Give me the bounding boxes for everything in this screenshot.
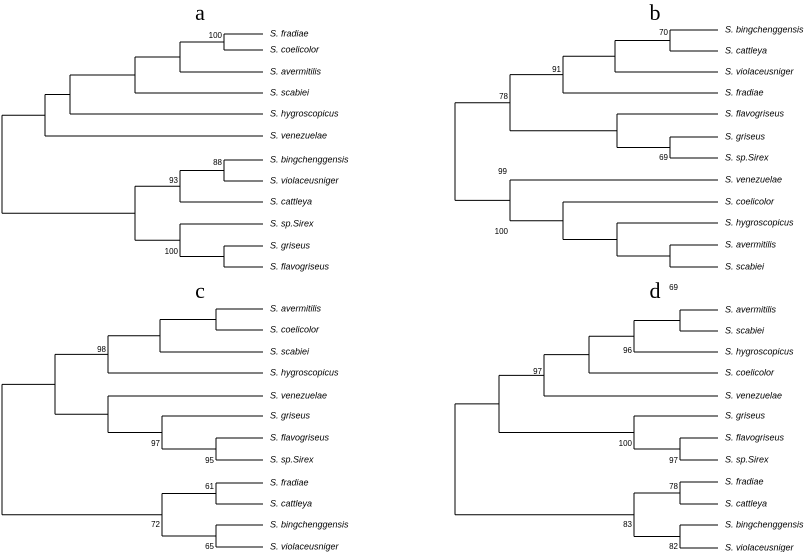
bootstrap-value: 100 <box>165 247 179 256</box>
leaf-label: S. hygroscopicus <box>270 367 339 377</box>
bootstrap-value: 99 <box>498 167 507 176</box>
panel-label: c <box>195 278 205 303</box>
leaf-label: S. avermitilis <box>270 303 322 313</box>
leaf-label: S. hygroscopicus <box>725 217 794 227</box>
leaf-label: S. avermitilis <box>725 239 777 249</box>
bootstrap-value: 100 <box>209 31 223 40</box>
leaf-label: S. sp.Sirex <box>270 454 314 464</box>
panel-label: a <box>195 0 205 25</box>
bootstrap-value: 69 <box>669 283 678 292</box>
leaf-label: S. bingchenggensis <box>270 519 349 529</box>
leaf-label: S. sp.Sirex <box>270 218 314 228</box>
leaf-label: S. coelicolor <box>725 367 775 377</box>
bootstrap-value: 100 <box>619 439 633 448</box>
leaf-label: S. coelicolor <box>270 324 320 334</box>
bootstrap-value: 82 <box>669 542 678 551</box>
leaf-label: S. griseus <box>270 240 311 250</box>
leaf-label: S. cattleya <box>725 45 767 55</box>
leaf-label: S. violaceusniger <box>270 541 340 551</box>
leaf-label: S. venezuelae <box>725 174 782 184</box>
leaf-label: S. fradiae <box>270 28 309 38</box>
leaf-label: S. cattleya <box>725 498 767 508</box>
leaf-label: S. flavogriseus <box>725 108 785 118</box>
leaf-label: S. scabiei <box>725 325 765 335</box>
bootstrap-value: 91 <box>552 65 561 74</box>
leaf-label: S. flavogriseus <box>270 261 330 271</box>
leaf-label: S. venezuelae <box>270 390 327 400</box>
bootstrap-value: 98 <box>97 345 106 354</box>
leaf-label: S. violaceusniger <box>725 542 795 552</box>
leaf-label: S. bingchenggensis <box>725 24 804 34</box>
panel-label: b <box>650 0 661 25</box>
leaf-label: S. venezuelae <box>270 130 327 140</box>
bootstrap-value: 100 <box>495 227 509 236</box>
leaf-label: S. hygroscopicus <box>270 108 339 118</box>
leaf-label: S. cattleya <box>270 498 312 508</box>
bootstrap-value: 69 <box>659 153 668 162</box>
leaf-label: S. bingchenggensis <box>725 519 804 529</box>
leaf-label: S. avermitilis <box>725 304 777 314</box>
leaf-label: S. griseus <box>725 131 766 141</box>
bootstrap-value: 78 <box>669 482 678 491</box>
panel-label: d <box>650 278 661 303</box>
leaf-label: S. venezuelae <box>725 390 782 400</box>
bootstrap-value: 97 <box>151 439 160 448</box>
bootstrap-value: 65 <box>205 542 214 551</box>
leaf-label: S. bingchenggensis <box>270 154 349 164</box>
bootstrap-value: 96 <box>623 346 632 355</box>
leaf-label: S. scabiei <box>270 346 310 356</box>
leaf-label: S. cattleya <box>270 196 312 206</box>
bootstrap-value: 70 <box>659 28 668 37</box>
leaf-label: S. flavogriseus <box>725 432 785 442</box>
bootstrap-value: 95 <box>205 456 214 465</box>
leaf-label: S. hygroscopicus <box>725 346 794 356</box>
leaf-label: S. fradiae <box>725 476 764 486</box>
leaf-label: S. avermitilis <box>270 66 322 76</box>
leaf-label: S. flavogriseus <box>270 432 330 442</box>
bootstrap-value: 97 <box>669 456 678 465</box>
leaf-label: S. sp.Sirex <box>725 454 769 464</box>
leaf-label: S. sp.Sirex <box>725 152 769 162</box>
leaf-label: S. coelicolor <box>270 44 320 54</box>
leaf-label: S. griseus <box>725 410 766 420</box>
bootstrap-value: 83 <box>623 520 632 529</box>
leaf-label: S. fradiae <box>725 87 764 97</box>
leaf-label: S. violaceusniger <box>725 66 795 76</box>
bootstrap-value: 78 <box>499 92 508 101</box>
leaf-label: S. fradiae <box>270 477 309 487</box>
leaf-label: S. scabiei <box>725 261 765 271</box>
bootstrap-value: 97 <box>533 367 542 376</box>
leaf-label: S. coelicolor <box>725 196 775 206</box>
leaf-label: S. violaceusniger <box>270 175 340 185</box>
bootstrap-value: 88 <box>213 158 222 167</box>
leaf-label: S. griseus <box>270 410 311 420</box>
bootstrap-value: 93 <box>169 176 178 185</box>
bootstrap-value: 72 <box>151 520 160 529</box>
leaf-label: S. scabiei <box>270 87 310 97</box>
bootstrap-value: 61 <box>205 482 214 491</box>
